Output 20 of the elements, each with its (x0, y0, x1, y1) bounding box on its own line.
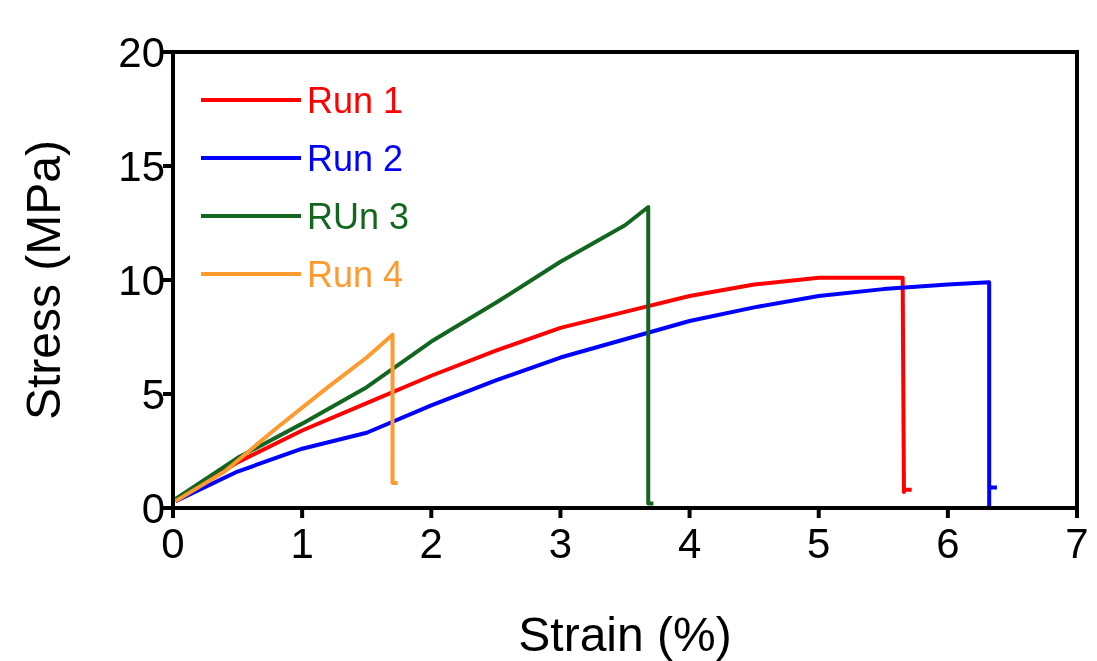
y-tick-label: 5 (141, 371, 165, 418)
y-tick-label: 20 (118, 29, 165, 76)
x-tick-label: 3 (548, 520, 573, 567)
legend-label: RUn 3 (307, 196, 410, 237)
x-tick-label: 4 (677, 520, 702, 567)
y-axis-title: Stress (MPa) (17, 139, 70, 421)
y-tick-label: 0 (141, 485, 165, 532)
line-series (173, 332, 400, 504)
y-tick-label: 15 (118, 143, 165, 190)
legend-label: Run 4 (307, 254, 404, 295)
legend-label: Run 2 (307, 138, 404, 179)
line-series (173, 205, 656, 506)
x-tick-label: 7 (1065, 520, 1089, 567)
x-tick-label: 1 (290, 520, 314, 567)
y-tick-label: 10 (118, 257, 165, 304)
x-tick-label: 5 (807, 520, 831, 567)
legend-label: Run 1 (307, 80, 404, 121)
x-tick-label: 6 (936, 520, 960, 567)
x-axis-title: Strain (%) (518, 608, 732, 661)
x-tick-label: 2 (419, 520, 443, 567)
